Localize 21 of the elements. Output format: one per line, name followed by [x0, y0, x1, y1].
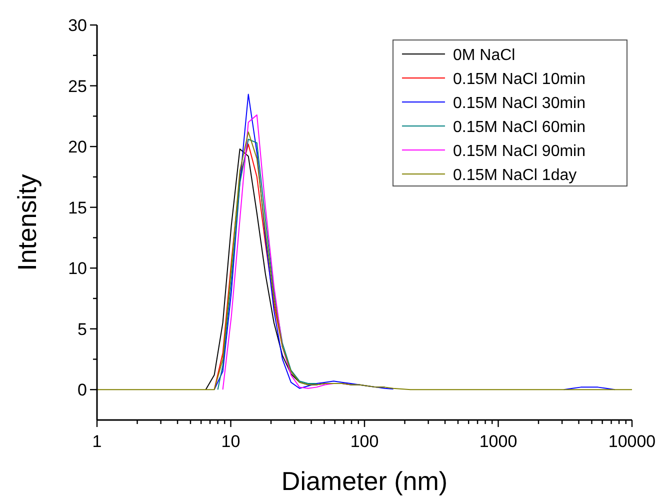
legend-label: 0.15M NaCl 30min [453, 95, 586, 112]
legend-label: 0.15M NaCl 90min [453, 143, 586, 160]
y-tick-label: 10 [68, 259, 87, 278]
y-tick-label: 30 [68, 16, 87, 35]
legend-label: 0.15M NaCl 1day [453, 167, 577, 184]
y-tick-label: 25 [68, 76, 87, 96]
x-tick-label: 10 [221, 432, 240, 451]
legend-label: 0M NaCl [453, 47, 516, 64]
y-axis-title: Intensity [12, 174, 42, 271]
y-tick-label: 15 [68, 198, 87, 218]
legend-label: 0.15M NaCl 60min [453, 119, 586, 136]
x-tick-label: 10000 [608, 432, 656, 451]
line-series [214, 144, 283, 390]
x-axis-title: Diameter (nm) [281, 466, 448, 496]
y-tick-label: 20 [68, 138, 87, 157]
y-tick-label: 5 [78, 320, 87, 339]
x-tick-label: 100 [350, 432, 379, 451]
x-tick-label: 1 [92, 432, 102, 451]
x-tick-label: 1000 [479, 432, 518, 451]
legend-label: 0.15M NaCl 10min [453, 71, 586, 88]
y-tick-label: 0 [78, 380, 87, 400]
